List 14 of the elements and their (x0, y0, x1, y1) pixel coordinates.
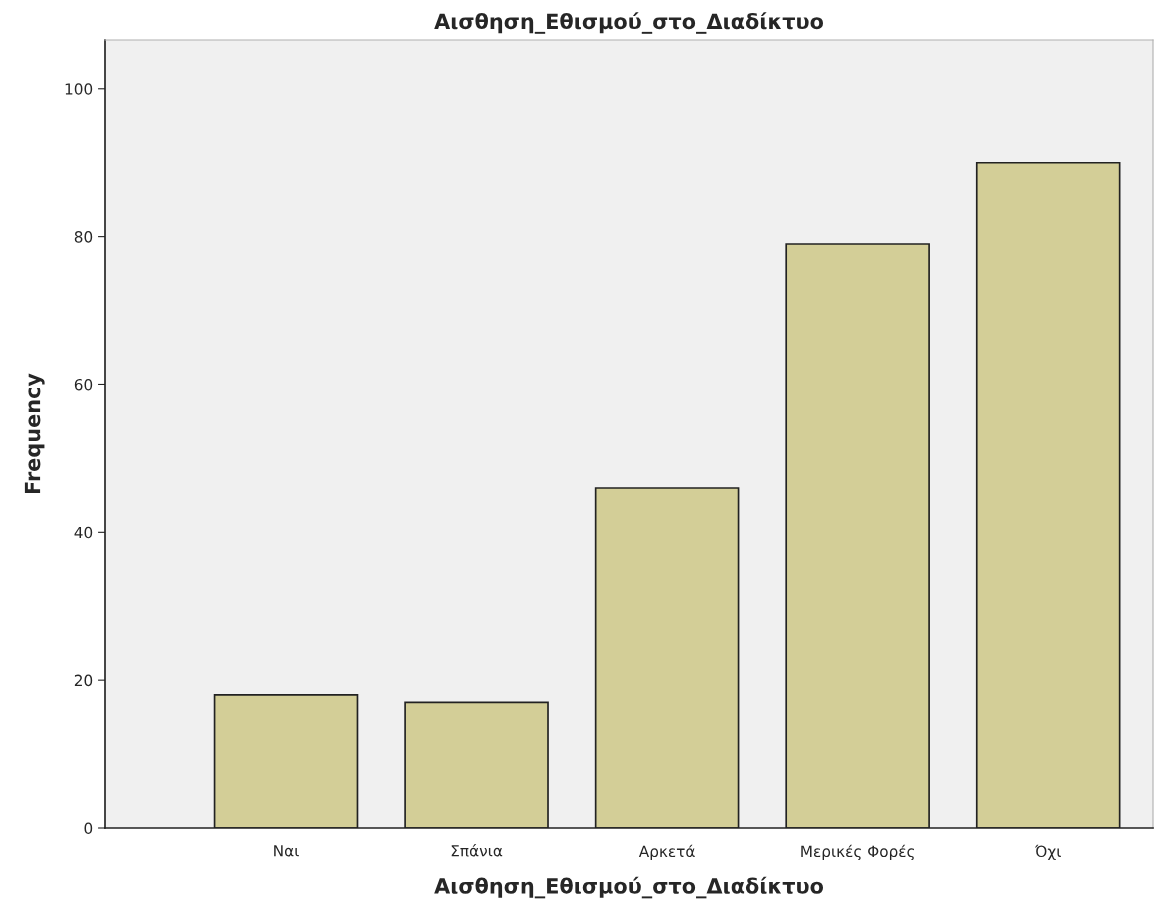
y-tick-label: 40 (74, 526, 93, 539)
x-axis-title: Αισθηση_Εθισμού_στο_Διαδίκτυο (434, 876, 824, 899)
y-tick-label: 0 (84, 822, 93, 835)
y-axis-title: Frequency (24, 373, 45, 494)
x-tick-label: Σπάνια (451, 844, 503, 857)
chart-title: Αισθηση_Εθισμού_στο_Διαδίκτυο (434, 12, 824, 34)
y-tick-label: 80 (74, 231, 93, 243)
x-tick-label: Ναι (274, 845, 299, 857)
y-tick-label: 60 (74, 378, 93, 391)
y-tick-label: 20 (74, 674, 93, 687)
y-tick-label: 100 (65, 83, 93, 95)
x-tick-label: Όχι (1034, 844, 1061, 861)
x-tick-label: Μερικές Φορές (801, 844, 914, 861)
x-tick-label: Αρκετά (638, 844, 695, 861)
